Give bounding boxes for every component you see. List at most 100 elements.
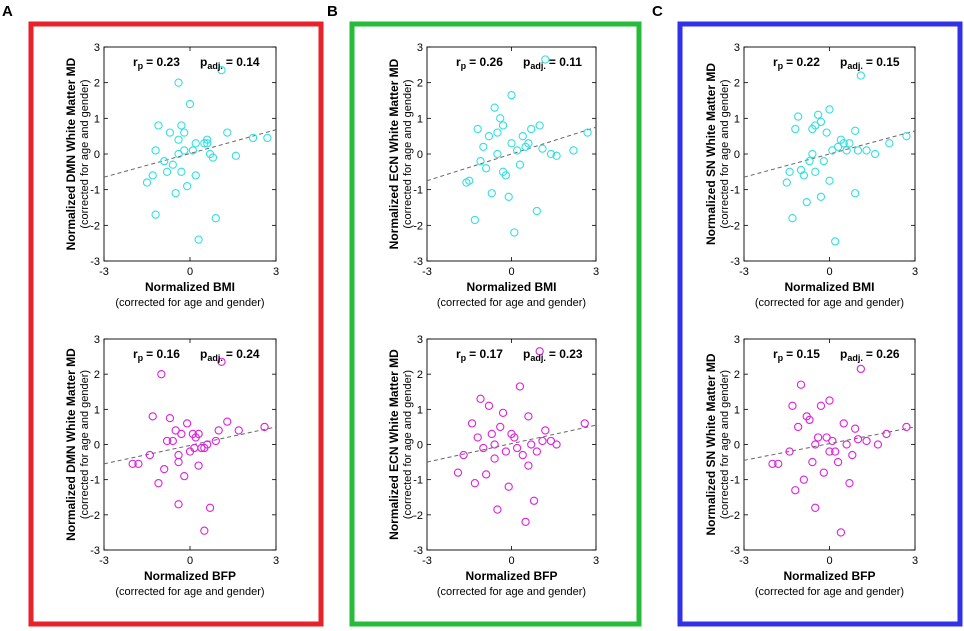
data-point	[856, 364, 865, 374]
data-point	[490, 454, 499, 463]
data-point	[203, 135, 212, 144]
x-tick-label: 0	[508, 266, 514, 278]
data-point	[521, 517, 530, 527]
data-point	[498, 121, 508, 130]
stat-p-value: = 0.11	[549, 55, 582, 69]
data-point	[263, 133, 272, 143]
data-point	[813, 433, 823, 442]
stat-r-value: = 0.15	[786, 347, 820, 361]
data-point	[535, 121, 544, 130]
data-point	[490, 103, 499, 112]
data-point	[487, 189, 496, 198]
data-point	[527, 440, 536, 449]
data-point	[162, 167, 172, 176]
stat-p-subscript: adj.	[530, 61, 546, 71]
stat-r-label: rp = 0.15	[773, 347, 820, 363]
data-point	[788, 401, 797, 410]
x-tick-label: 3	[273, 266, 279, 278]
y-tick-label: 0	[417, 440, 423, 452]
data-point	[842, 440, 851, 449]
data-point	[825, 176, 834, 185]
data-point	[524, 412, 533, 421]
x-tick-label: 3	[593, 266, 599, 278]
stat-p-value: = 0.23	[549, 347, 583, 361]
y-axis-label: Normalized SN White Matter MD	[704, 63, 718, 245]
data-point	[174, 450, 183, 460]
data-point	[532, 206, 541, 216]
data-point	[538, 144, 547, 153]
stat-r-label: rp = 0.17	[456, 347, 503, 363]
data-point	[188, 146, 198, 155]
data-point	[185, 99, 195, 109]
data-point	[211, 436, 220, 446]
panel-letter-a: A	[2, 3, 13, 20]
data-point	[808, 457, 817, 467]
data-point	[836, 528, 846, 537]
panel-letter-c: C	[652, 3, 663, 20]
data-point	[211, 214, 220, 223]
data-point	[205, 503, 215, 512]
y-tick-label: 3	[734, 334, 740, 346]
stat-r-symbol: r	[773, 347, 778, 361]
data-point	[518, 132, 527, 141]
y-tick-label: 0	[734, 440, 740, 452]
data-point	[501, 447, 511, 456]
data-point	[223, 128, 232, 137]
stat-r-symbol: r	[456, 55, 461, 69]
y-tick-label: 2	[94, 369, 100, 381]
y-axis-label: Normalized DMN White Matter MD	[64, 348, 78, 541]
data-point	[845, 479, 854, 488]
data-point	[782, 178, 791, 187]
data-point	[174, 135, 183, 144]
data-point	[208, 153, 218, 162]
data-point	[816, 192, 826, 201]
data-point	[470, 215, 480, 225]
stat-r-symbol: r	[133, 347, 138, 361]
data-point	[833, 457, 843, 467]
data-point	[194, 235, 203, 244]
data-point	[873, 440, 883, 449]
data-point	[828, 436, 837, 446]
data-point	[490, 440, 499, 449]
data-point	[160, 156, 169, 166]
stat-r-value: = 0.22	[786, 55, 820, 69]
data-point	[851, 189, 860, 198]
y-axis-label: Normalized ECN White Matter MD	[387, 58, 401, 249]
y-tick-label: 1	[417, 113, 423, 125]
data-point	[481, 470, 491, 479]
data-point	[538, 436, 547, 446]
data-point	[794, 112, 803, 121]
data-point	[527, 124, 536, 134]
x-tick-label: 3	[912, 266, 918, 278]
data-point	[168, 436, 177, 446]
y-tick-label: 2	[734, 369, 740, 381]
y-tick-label: -2	[90, 220, 100, 232]
stat-r-value: = 0.17	[469, 347, 503, 361]
stat-p-subscript: adj.	[207, 61, 223, 71]
stat-p-value: = 0.15	[866, 55, 900, 69]
data-point	[845, 139, 854, 148]
data-point	[476, 394, 485, 403]
data-point	[177, 121, 186, 130]
data-point	[154, 121, 163, 130]
y-tick-label: -2	[730, 220, 740, 232]
y-tick-label: 0	[734, 149, 740, 161]
stat-p-label: padj. = 0.24	[200, 347, 260, 363]
data-point	[870, 149, 880, 159]
data-point	[493, 149, 502, 159]
y-axis-sublabel: (corrected for age and gender)	[402, 370, 414, 519]
data-point	[816, 401, 826, 410]
data-point	[200, 526, 209, 535]
data-point	[467, 419, 477, 428]
plot-box	[103, 338, 277, 551]
data-point	[510, 433, 519, 442]
panel-frame-a	[28, 21, 324, 627]
y-axis-sublabel: (corrected for age and gender)	[79, 79, 91, 228]
data-point	[182, 419, 192, 428]
data-point	[162, 436, 172, 446]
data-point	[180, 128, 189, 137]
stat-r-subscript: p	[778, 61, 784, 71]
data-point	[831, 447, 840, 456]
